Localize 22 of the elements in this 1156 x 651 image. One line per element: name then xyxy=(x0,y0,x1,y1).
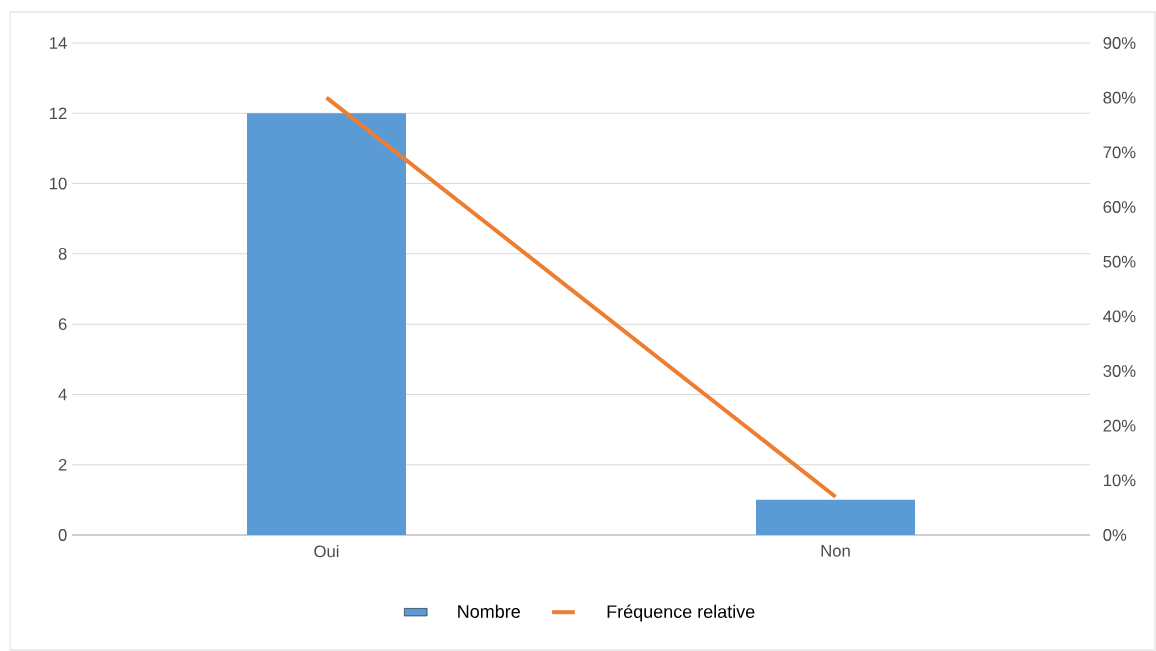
y2-tick-label: 50% xyxy=(1103,255,1136,268)
y2-tick-label: 0% xyxy=(1103,529,1127,541)
y-tick-label: 8 xyxy=(58,247,67,260)
y-tick-label: 6 xyxy=(58,318,67,331)
legend-label: Nombre xyxy=(458,604,520,618)
y-tick-label: 0 xyxy=(58,529,67,541)
y2-tick-label: 70% xyxy=(1103,146,1136,159)
y2-tick-label: 40% xyxy=(1103,310,1136,323)
y2-tick-label: 80% xyxy=(1103,91,1136,104)
y-tick-label: 10 xyxy=(50,177,67,190)
y2-tick-label: 90% xyxy=(1103,37,1136,49)
y-tick-label: 12 xyxy=(50,107,67,120)
y2-tick-label: 20% xyxy=(1103,419,1136,432)
y2-tick-label: 30% xyxy=(1103,365,1136,377)
x-tick-label: Non xyxy=(821,545,850,557)
y-tick-label: 2 xyxy=(58,458,67,471)
legend-label: Fréquence relative xyxy=(607,604,755,622)
x-tick-label: Oui xyxy=(314,545,339,558)
y2-tick-label: 10% xyxy=(1104,474,1136,487)
y2-tick-label: 60% xyxy=(1103,201,1136,213)
y-tick-label: 14 xyxy=(50,37,67,49)
y-tick-label: 4 xyxy=(58,388,67,401)
